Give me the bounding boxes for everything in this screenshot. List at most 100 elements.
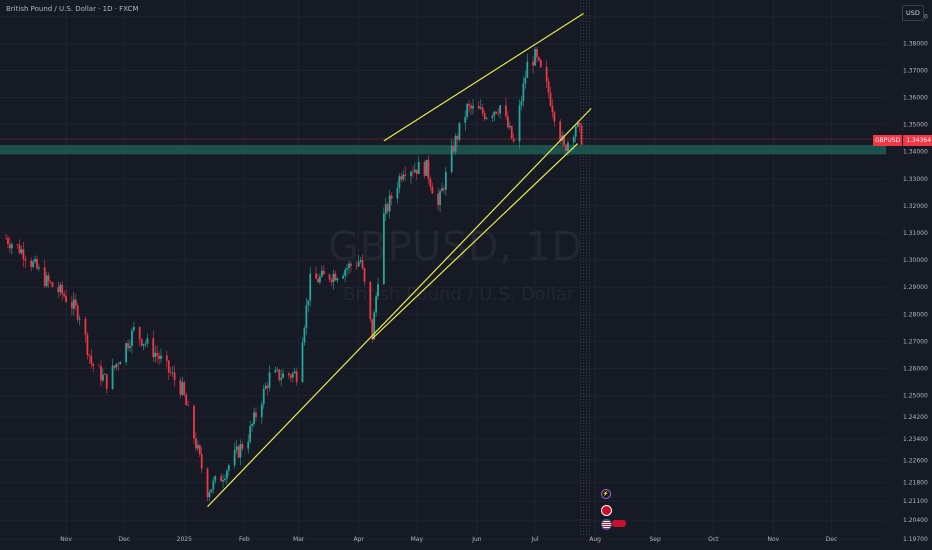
candle-body	[439, 191, 441, 205]
candle-body	[305, 305, 308, 328]
candle-body	[319, 276, 321, 283]
candle	[105, 374, 108, 394]
candle-body	[7, 238, 9, 245]
candle	[388, 189, 391, 219]
candle	[101, 367, 104, 383]
candle-body	[315, 273, 317, 279]
candle	[450, 138, 453, 174]
candle-body	[559, 121, 562, 141]
candle-body	[280, 377, 283, 380]
candle-body	[425, 159, 428, 176]
candle-body	[497, 113, 500, 114]
candle-body	[260, 404, 263, 418]
candle	[565, 143, 567, 153]
candle	[241, 441, 244, 452]
candle-body	[499, 105, 502, 114]
candle-body	[59, 284, 62, 293]
candle-body	[289, 375, 292, 378]
us-flag-icon[interactable]	[601, 519, 612, 530]
candle	[330, 277, 333, 287]
candle	[396, 181, 399, 204]
candle-body	[144, 343, 147, 345]
candle	[431, 182, 434, 194]
candle-body	[417, 161, 420, 174]
candle	[319, 273, 321, 285]
candle-body	[375, 296, 378, 313]
candle-body	[156, 352, 159, 356]
y-tick-label: 1.32000	[903, 203, 928, 210]
candle	[76, 302, 79, 323]
candle	[522, 76, 525, 107]
candle	[10, 242, 13, 255]
candle	[152, 330, 155, 363]
candle-body	[266, 385, 269, 388]
candle-body	[443, 188, 445, 190]
candle-body	[361, 260, 364, 269]
candle-body	[452, 146, 455, 152]
candle-body	[551, 105, 554, 113]
candle	[536, 46, 538, 63]
candle	[138, 326, 141, 347]
candle-body	[520, 101, 523, 106]
candle-body	[404, 174, 407, 177]
y-tick-label: 1.21800	[903, 479, 928, 486]
candle-body	[309, 273, 312, 301]
candle	[196, 440, 199, 452]
candle	[427, 155, 430, 184]
candle	[437, 187, 440, 211]
candle	[505, 97, 507, 120]
candle-body	[576, 122, 579, 127]
candle-body	[336, 278, 339, 281]
candle	[483, 110, 486, 121]
candle-body	[373, 312, 376, 340]
candle-body	[303, 327, 306, 343]
candle	[355, 260, 358, 270]
candle	[363, 267, 366, 286]
candle	[472, 99, 474, 115]
candle-body	[208, 492, 211, 498]
candle	[7, 234, 9, 249]
candle-body	[477, 105, 480, 109]
candle	[111, 358, 114, 391]
y-tick-label: 1.26000	[903, 365, 928, 372]
candle-body	[8, 244, 11, 249]
event-badge[interactable]	[612, 520, 626, 527]
candle	[100, 360, 102, 387]
candle-body	[518, 105, 521, 142]
candle-body	[344, 269, 347, 276]
candle-body	[264, 385, 267, 389]
last-price-tag: GBPUSD 1.34364	[873, 135, 932, 146]
candle-body	[30, 260, 33, 267]
candle-body	[464, 116, 467, 123]
candle	[262, 384, 265, 409]
candle	[5, 233, 7, 240]
candle-body	[117, 363, 120, 365]
candle	[495, 111, 498, 115]
candle	[36, 256, 38, 270]
candle-body	[293, 371, 296, 374]
candle	[90, 348, 93, 369]
y-tick-label: 1.38000	[903, 40, 928, 47]
candle-body	[101, 374, 104, 381]
candle-body	[328, 274, 331, 280]
candle-body	[212, 480, 215, 490]
candle-body	[350, 263, 352, 266]
lightning-icon[interactable]: ⚡	[601, 489, 611, 499]
candle-body	[158, 355, 160, 360]
candle	[328, 273, 331, 283]
candle-body	[152, 338, 155, 358]
currency-button[interactable]: USD	[902, 5, 924, 21]
candle	[253, 407, 255, 427]
candle	[404, 166, 407, 182]
candle	[268, 364, 271, 392]
candle	[49, 280, 52, 285]
candle-body	[115, 363, 118, 368]
candle-body	[508, 126, 511, 128]
x-tick-label: Oct	[708, 536, 719, 543]
candle	[315, 266, 317, 279]
candle	[18, 239, 21, 255]
uk-flag-icon[interactable]	[601, 505, 612, 516]
candle-body	[72, 299, 75, 309]
candle-body	[200, 454, 203, 469]
